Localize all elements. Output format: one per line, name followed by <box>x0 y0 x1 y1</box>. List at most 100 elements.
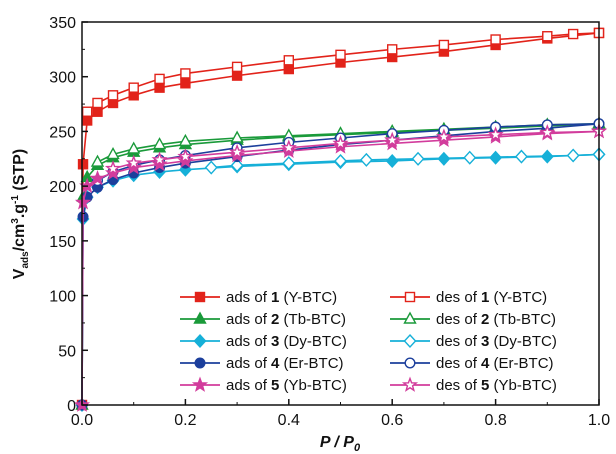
legend-item: des of 1 (Y-BTC) <box>390 289 547 306</box>
data-point <box>125 159 142 175</box>
legend-label: des of 1 (Y-BTC) <box>436 289 547 306</box>
data-point <box>151 151 168 167</box>
data-point <box>542 31 553 42</box>
data-point <box>204 160 218 175</box>
data-point <box>104 160 122 176</box>
data-point <box>566 148 580 163</box>
series-line <box>112 130 600 170</box>
data-point <box>231 61 243 73</box>
data-point <box>92 106 103 117</box>
data-point <box>81 115 93 126</box>
data-point <box>231 70 243 81</box>
data-point <box>487 126 504 142</box>
x-tick-label: 0.6 <box>381 412 403 429</box>
data-point <box>280 139 297 155</box>
legend-marker <box>401 376 419 392</box>
data-point <box>384 131 401 148</box>
data-point <box>152 137 167 150</box>
y-tick-label: 100 <box>49 289 76 306</box>
data-point <box>411 151 425 166</box>
legend-marker <box>404 357 416 369</box>
series-des-1 <box>81 27 605 117</box>
legend-marker <box>193 311 207 324</box>
y-tick-label: 250 <box>49 124 76 141</box>
axis-ticks: 0.0 0.2 0.4 0.6 0.8 1.0 0 50 100 150 200 250 300 350 <box>49 15 610 429</box>
data-point <box>463 150 477 165</box>
series-line <box>81 122 600 406</box>
data-point <box>177 148 194 164</box>
legend-marker <box>403 333 417 349</box>
legend-label: des of 3 (Dy-BTC) <box>436 333 557 350</box>
legend: ads of 1 (Y-BTC) des of 1 (Y-BTC) ads of 2… <box>180 289 557 394</box>
legend-label: ads of 1 (Y-BTC) <box>226 289 337 306</box>
data-point <box>283 63 294 75</box>
data-point <box>74 194 92 210</box>
data-point <box>89 169 106 186</box>
data-point <box>230 158 244 173</box>
data-point <box>282 156 296 171</box>
data-point <box>438 39 450 51</box>
legend-item: ads of 2 (Tb-BTC) <box>180 311 346 328</box>
legend-marker <box>404 291 416 303</box>
legend-item: des of 3 (Dy-BTC) <box>390 333 557 350</box>
data-point <box>567 28 579 40</box>
data-point <box>154 73 165 85</box>
x-tick-label: 0.0 <box>71 412 93 429</box>
data-point <box>515 149 528 164</box>
legend-item: ads of 1 (Y-BTC) <box>180 289 337 306</box>
data-point <box>106 146 120 160</box>
data-point <box>334 153 347 169</box>
data-point <box>387 44 398 55</box>
data-point <box>154 82 165 93</box>
data-point <box>490 34 501 45</box>
data-point <box>127 141 141 154</box>
data-point <box>230 130 244 143</box>
legend-marker <box>194 357 206 369</box>
x-axis-title: P / P0 <box>320 434 361 454</box>
legend-item: ads of 5 (Yb-BTC) <box>180 376 347 394</box>
data-point <box>435 128 452 144</box>
data-point <box>539 124 556 140</box>
legend-label: ads of 4 (Er-BTC) <box>226 355 344 372</box>
data-point <box>125 154 142 171</box>
y-axis-title: Vads/cm3.g-1 (STP) <box>10 149 31 279</box>
y-tick-label: 300 <box>49 70 76 87</box>
legend-item: des of 5 (Yb-BTC) <box>390 376 557 394</box>
y-tick-label: 350 <box>49 15 76 32</box>
x-tick-label: 0.4 <box>278 412 300 429</box>
x-tick-label: 1.0 <box>588 412 610 429</box>
y-tick-label: 200 <box>49 179 76 196</box>
legend-item: ads of 3 (Dy-BTC) <box>180 333 347 350</box>
data-point <box>385 153 399 169</box>
data-point <box>332 134 349 151</box>
series-des-5 <box>104 122 608 176</box>
legend-item: des of 2 (Tb-BTC) <box>390 311 556 328</box>
data-point <box>229 143 246 160</box>
data-point <box>128 82 139 93</box>
data-point <box>81 106 93 117</box>
data-point <box>178 133 193 146</box>
legend-item: ads of 4 (Er-BTC) <box>180 355 344 372</box>
legend-marker <box>191 376 209 392</box>
x-tick-label: 0.2 <box>174 412 196 429</box>
legend-label: des of 4 (Er-BTC) <box>436 355 554 372</box>
data-point <box>335 49 346 61</box>
data-point <box>90 154 105 167</box>
data-point <box>283 55 294 66</box>
legend-marker <box>403 311 417 324</box>
series-des-3 <box>204 147 606 175</box>
legend-marker <box>194 291 206 303</box>
series-ads-1 <box>76 27 605 411</box>
legend-label: ads of 3 (Dy-BTC) <box>226 333 347 350</box>
y-tick-label: 0 <box>67 398 76 415</box>
y-tick-label: 150 <box>49 234 76 251</box>
data-point <box>104 164 122 180</box>
legend-item: des of 4 (Er-BTC) <box>390 355 554 372</box>
legend-label: ads of 5 (Yb-BTC) <box>226 377 347 394</box>
data-point <box>359 152 373 167</box>
data-point <box>77 159 89 170</box>
data-point <box>177 152 194 168</box>
legend-label: des of 2 (Tb-BTC) <box>436 311 556 328</box>
legend-label: des of 5 (Yb-BTC) <box>436 377 557 394</box>
